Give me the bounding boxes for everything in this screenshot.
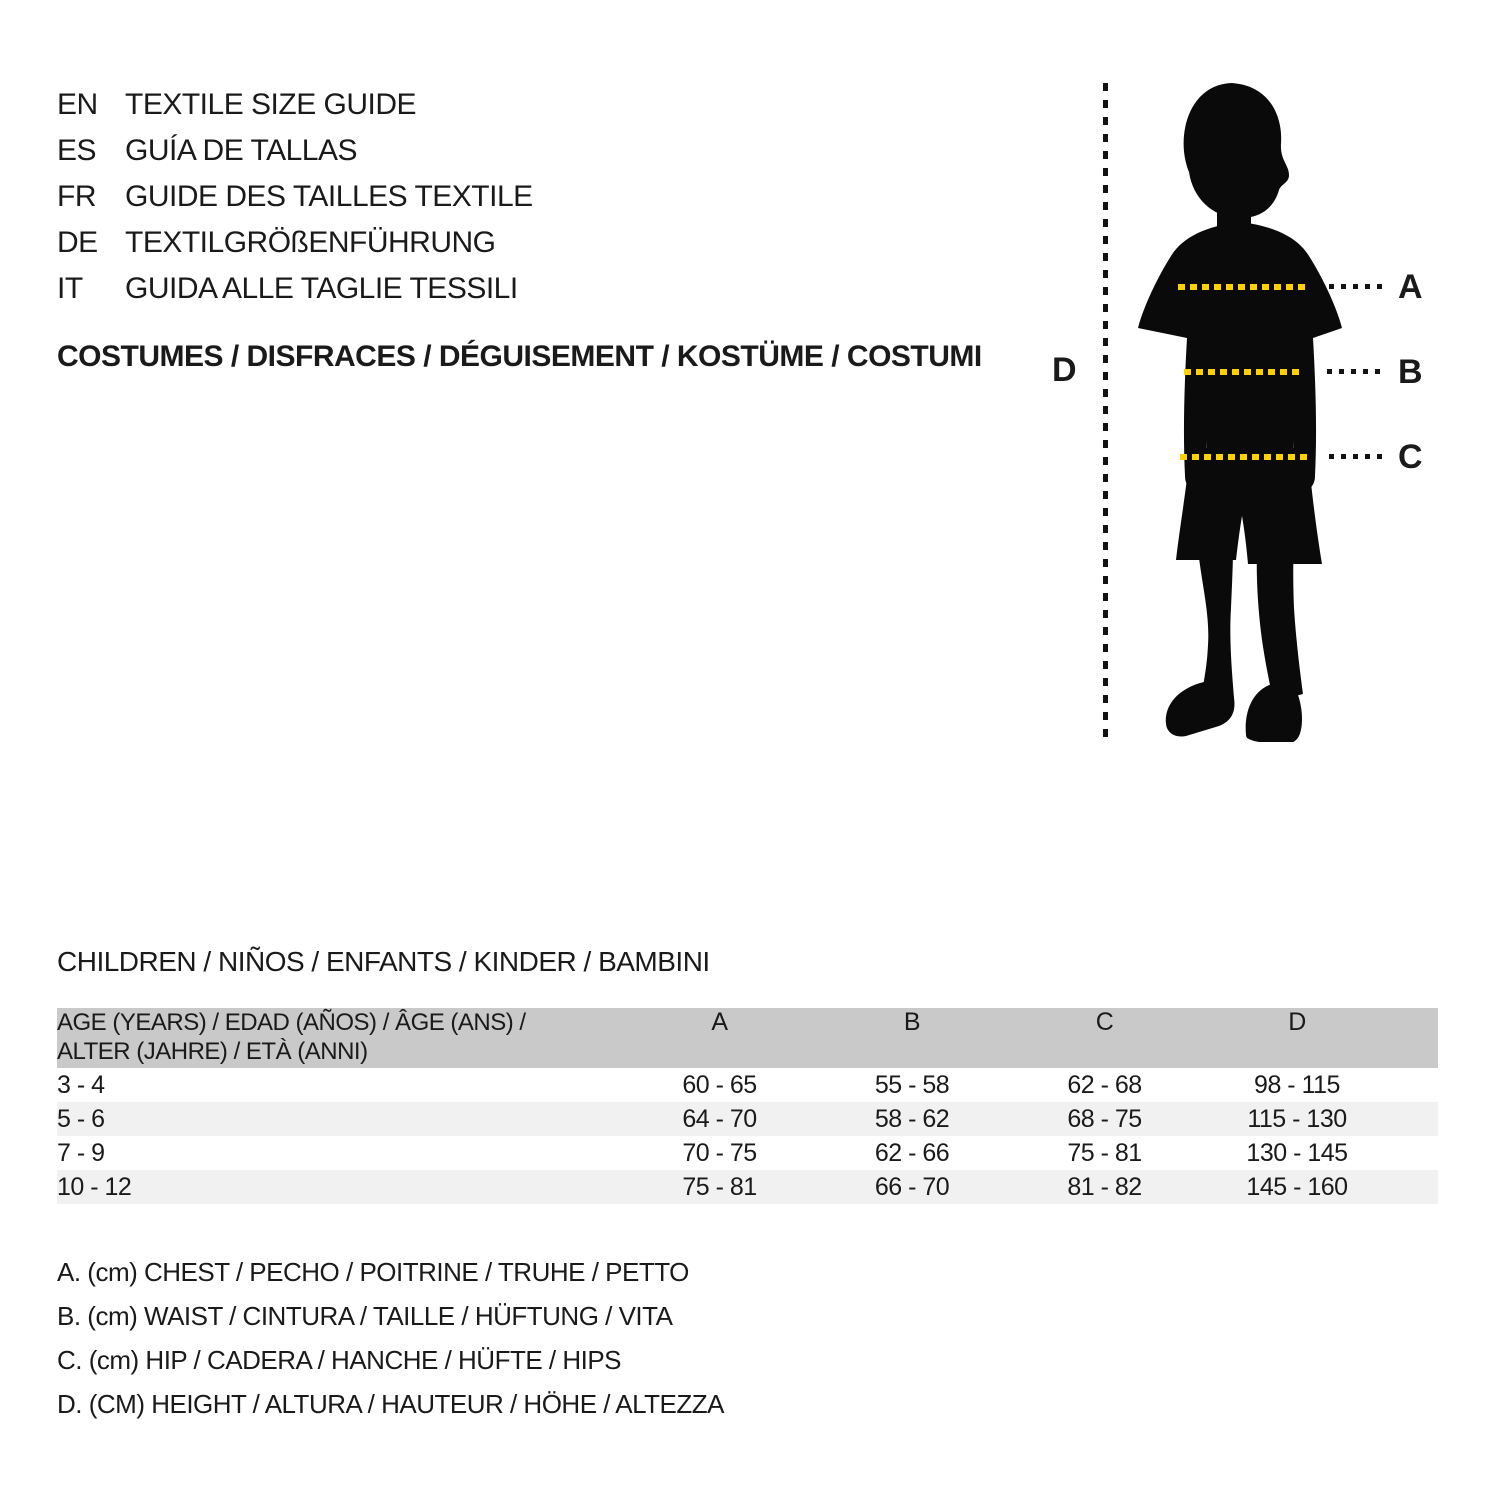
age-cell: 5 - 6 (57, 1104, 105, 1133)
age-column-header: AGE (YEARS) / EDAD (AÑOS) / ÂGE (ANS) / … (57, 1008, 622, 1068)
language-row-de: DE TEXTILGRÖßENFÜHRUNG (57, 220, 533, 266)
category-heading: COSTUMES / DISFRACES / DÉGUISEMENT / KOS… (57, 340, 982, 373)
language-code: FR (57, 180, 97, 213)
language-code: EN (57, 88, 98, 121)
waist-cell: 55 - 58 (874, 1070, 950, 1099)
age-header-line2: ALTER (JAHRE) / ETÀ (ANNI) (57, 1038, 368, 1065)
measurement-legend: A. (cm) CHEST / PECHO / POITRINE / TRUHE… (57, 1250, 724, 1426)
waist-cell: 62 - 66 (874, 1138, 950, 1167)
height-cell: 145 - 160 (1246, 1172, 1348, 1201)
language-title-list: EN TEXTILE SIZE GUIDE ES GUÍA DE TALLAS FR… (57, 82, 533, 312)
hip-measure-line (1180, 454, 1310, 460)
language-row-it: IT GUIDA ALLE TAGLIE TESSILI (57, 266, 533, 312)
chest-cell: 64 - 70 (682, 1104, 757, 1133)
waist-cell: 66 - 70 (874, 1172, 950, 1201)
table-row: 10 - 12 75 - 81 66 - 70 81 - 82 145 - 16… (57, 1170, 1438, 1204)
language-code: DE (57, 226, 98, 259)
language-code: ES (57, 134, 97, 167)
language-code: IT (57, 272, 83, 305)
table-row: 3 - 4 60 - 65 55 - 58 62 - 68 98 - 115 (57, 1068, 1438, 1102)
chest-connector-line (1329, 284, 1383, 289)
age-cell: 7 - 9 (57, 1138, 105, 1167)
chest-cell: 70 - 75 (682, 1138, 757, 1167)
language-title: GUIDA ALLE TAGLIE TESSILI (125, 272, 518, 305)
label-hip-c: C (1398, 438, 1423, 476)
legend-hip: C. (cm) HIP / CADERA / HANCHE / HÜFTE / … (57, 1345, 622, 1375)
column-header-a: A (711, 1008, 728, 1036)
children-section-title: CHILDREN / NIÑOS / ENFANTS / KINDER / BA… (57, 946, 710, 977)
hip-cell: 62 - 68 (1067, 1070, 1142, 1099)
language-row-en: EN TEXTILE SIZE GUIDE (57, 82, 533, 128)
hip-connector-line (1329, 454, 1383, 459)
age-cell: 3 - 4 (57, 1070, 105, 1099)
row-spacer (1392, 1102, 1438, 1136)
legend-height: D. (CM) HEIGHT / ALTURA / HAUTEUR / HÖHE… (57, 1389, 724, 1419)
header-spacer (1392, 1008, 1438, 1068)
chest-cell: 60 - 65 (682, 1070, 757, 1099)
language-title: GUIDE DES TAILLES TEXTILE (125, 180, 533, 213)
height-cell: 98 - 115 (1254, 1070, 1340, 1099)
age-cell: 10 - 12 (57, 1172, 132, 1201)
column-header-c: C (1095, 1008, 1114, 1036)
waist-connector-line (1327, 369, 1383, 374)
height-cell: 115 - 130 (1247, 1104, 1347, 1133)
row-spacer (1392, 1136, 1438, 1170)
chest-cell: 75 - 81 (682, 1172, 757, 1201)
label-height-d: D (1052, 351, 1077, 389)
label-waist-b: B (1398, 353, 1423, 391)
label-chest-a: A (1398, 268, 1423, 306)
column-header-d: D (1288, 1008, 1306, 1036)
hip-cell: 75 - 81 (1067, 1138, 1142, 1167)
language-row-fr: FR GUIDE DES TAILLES TEXTILE (57, 174, 533, 220)
waist-measure-line (1184, 369, 1302, 375)
hip-cell: 68 - 75 (1067, 1104, 1142, 1133)
waist-cell: 58 - 62 (874, 1104, 950, 1133)
height-dashed-line (1103, 83, 1108, 745)
child-silhouette-icon (1138, 83, 1342, 742)
legend-waist: B. (cm) WAIST / CINTURA / TAILLE / HÜFTU… (57, 1301, 673, 1331)
legend-chest: A. (cm) CHEST / PECHO / POITRINE / TRUHE… (57, 1257, 689, 1287)
children-size-table: AGE (YEARS) / EDAD (AÑOS) / ÂGE (ANS) / … (57, 1008, 1438, 1204)
table-header-row: AGE (YEARS) / EDAD (AÑOS) / ÂGE (ANS) / … (57, 1008, 1438, 1068)
language-title: TEXTILE SIZE GUIDE (125, 88, 417, 121)
hip-cell: 81 - 82 (1067, 1172, 1142, 1201)
table-row: 5 - 6 64 - 70 58 - 62 68 - 75 115 - 130 (57, 1102, 1438, 1136)
table-row: 7 - 9 70 - 75 62 - 66 75 - 81 130 - 145 (57, 1136, 1438, 1170)
age-header-line1: AGE (YEARS) / EDAD (AÑOS) / ÂGE (ANS) / (57, 1009, 526, 1036)
row-spacer (1392, 1170, 1438, 1204)
language-title: GUÍA DE TALLAS (125, 134, 358, 167)
language-row-es: ES GUÍA DE TALLAS (57, 128, 533, 174)
row-spacer (1392, 1068, 1438, 1102)
language-title: TEXTILGRÖßENFÜHRUNG (125, 226, 496, 259)
column-header-b: B (903, 1008, 921, 1036)
chest-measure-line (1178, 284, 1310, 290)
height-cell: 130 - 145 (1246, 1138, 1348, 1167)
